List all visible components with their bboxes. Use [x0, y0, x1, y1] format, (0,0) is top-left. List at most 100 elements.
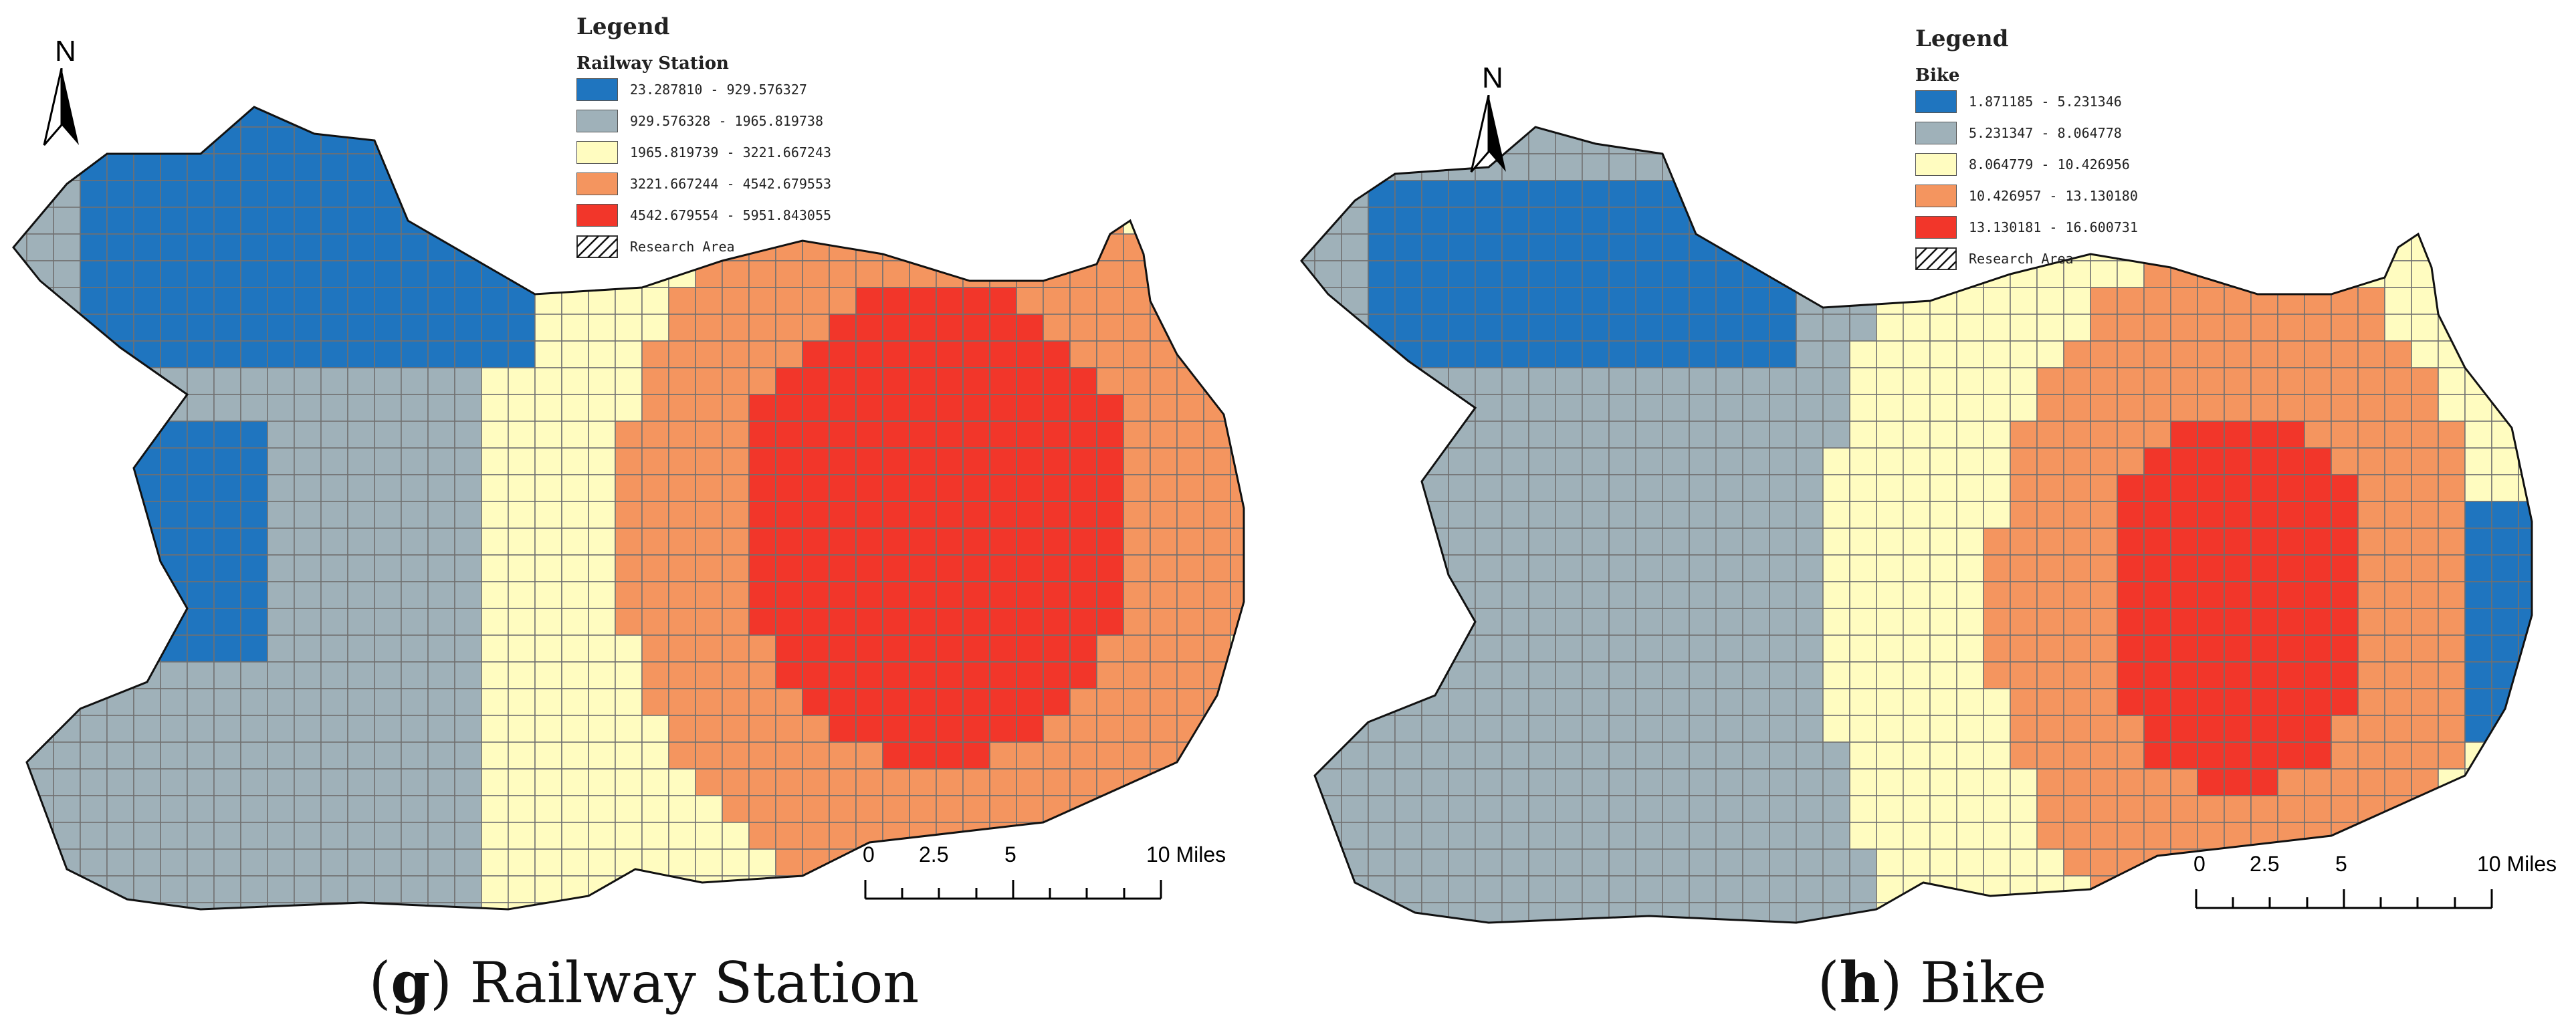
grid-cell	[427, 447, 455, 475]
grid-cell	[588, 661, 616, 689]
grid-cell	[294, 688, 322, 716]
grid-cell	[2277, 581, 2305, 609]
grid-cell	[106, 875, 134, 903]
grid-cell	[909, 608, 937, 636]
grid-cell	[2545, 635, 2572, 662]
grid-cell	[374, 608, 402, 636]
grid-cell	[1662, 608, 1690, 636]
grid-cell	[294, 153, 322, 181]
grid-cell	[1715, 260, 1743, 288]
grid-cell	[1475, 394, 1503, 422]
grid-cell	[240, 635, 268, 663]
grid-cell	[775, 848, 803, 877]
grid-cell	[2545, 555, 2572, 582]
grid-cell	[1582, 127, 1610, 128]
grid-cell	[882, 554, 910, 582]
grid-cell	[748, 768, 776, 796]
grid-cell	[1043, 367, 1071, 395]
grid-cell	[1876, 661, 1904, 689]
grid-cell	[1475, 795, 1503, 823]
grid-cell	[695, 741, 723, 770]
grid-cell	[855, 661, 883, 689]
grid-cell	[561, 474, 589, 502]
grid-cell	[1016, 153, 1044, 181]
grid-cell	[668, 768, 696, 796]
grid-cell	[1956, 394, 1984, 422]
grid-cell	[1822, 127, 1850, 154]
grid-cell	[1608, 635, 1636, 663]
grid-cell	[1528, 715, 1556, 743]
grid-cell	[1069, 474, 1097, 502]
grid-cell	[588, 581, 616, 609]
grid-cell	[1123, 501, 1151, 529]
grid-cell	[427, 287, 455, 315]
grid-cell	[1796, 822, 1824, 850]
grid-cell	[1230, 474, 1244, 502]
grid-cell	[2464, 661, 2492, 689]
grid-cell	[1796, 688, 1824, 716]
grid-cell	[1796, 741, 1824, 770]
grid-cell	[962, 153, 990, 181]
grid-cell	[2250, 127, 2278, 154]
grid-cell	[1849, 608, 1877, 636]
grid-cell	[187, 107, 215, 128]
grid-cell	[2277, 661, 2305, 689]
grid-cell	[26, 741, 54, 770]
grid-cell	[1769, 848, 1797, 877]
grid-cell	[1176, 126, 1204, 154]
grid-cell	[1475, 180, 1503, 208]
grid-cell	[508, 153, 536, 181]
grid-cell	[1475, 447, 1503, 475]
grid-cell	[1715, 661, 1743, 689]
grid-cell	[2197, 768, 2225, 796]
grid-cell	[1176, 287, 1204, 315]
grid-cell	[160, 314, 188, 342]
grid-cell	[1796, 554, 1824, 582]
grid-cell	[13, 795, 27, 823]
grid-cell	[1096, 421, 1124, 449]
grid-cell	[1528, 233, 1556, 261]
legend-label: 23.287810 - 929.576327	[630, 81, 807, 98]
grid-cell	[615, 902, 643, 909]
grid-cell	[80, 447, 108, 475]
grid-cell	[829, 367, 857, 395]
grid-cell	[1368, 902, 1396, 923]
grid-cell	[855, 153, 883, 181]
grid-cell	[1421, 260, 1449, 288]
grid-cell	[2170, 421, 2198, 449]
grid-cell	[53, 902, 81, 909]
grid-cell	[2224, 314, 2252, 342]
grid-cell	[267, 848, 295, 877]
grid-cell	[534, 314, 562, 342]
grid-cell	[1176, 421, 1204, 449]
grid-cell	[1715, 340, 1743, 368]
grid-cell	[2250, 260, 2278, 288]
grid-cell	[294, 848, 322, 877]
grid-cell	[2143, 795, 2171, 823]
grid-cell	[187, 822, 215, 850]
grid-cell	[1230, 768, 1244, 796]
grid-cell	[748, 661, 776, 689]
grid-cell	[2331, 528, 2359, 556]
grid-cell	[1368, 421, 1396, 449]
grid-cell	[2090, 635, 2118, 663]
grid-cell	[1608, 875, 1636, 903]
grid-cell	[2010, 715, 2038, 743]
grid-cell	[187, 715, 215, 743]
grid-cell	[2464, 741, 2492, 770]
grid-cell	[481, 153, 509, 181]
grid-cell	[936, 554, 964, 582]
grid-cell	[374, 314, 402, 342]
grid-cell	[989, 688, 1017, 716]
grid-cell	[534, 180, 562, 208]
grid-cell	[1394, 608, 1422, 636]
grid-cell	[561, 394, 589, 422]
grid-cell	[2384, 768, 2412, 796]
grid-cell	[1849, 367, 1877, 395]
grid-cell	[294, 394, 322, 422]
grid-cell	[1608, 207, 1636, 235]
grid-cell	[641, 715, 669, 743]
grid-cell	[294, 554, 322, 582]
grid-cell	[909, 474, 937, 502]
grid-cell	[401, 287, 429, 315]
